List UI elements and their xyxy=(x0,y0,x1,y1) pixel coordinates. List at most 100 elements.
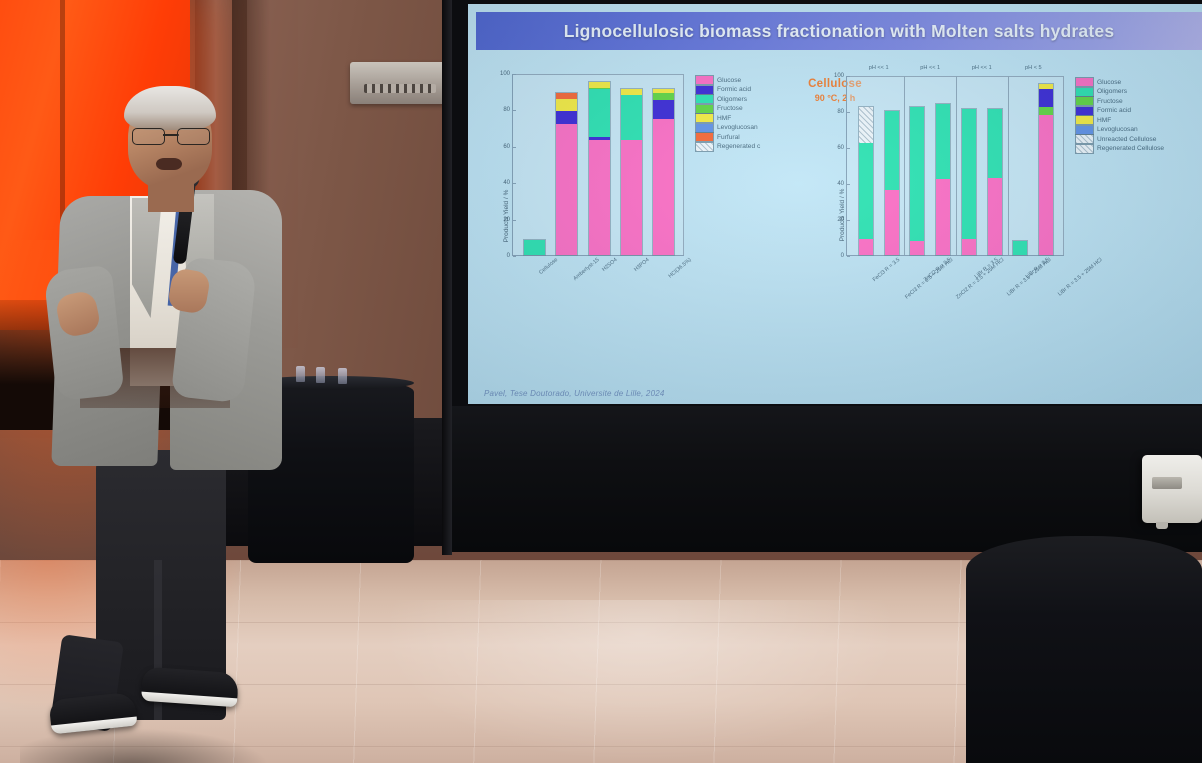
water-bottle xyxy=(316,367,325,383)
speaker-shoe xyxy=(140,666,240,708)
bar-segment-furfural xyxy=(556,93,578,99)
projector-lens xyxy=(1152,477,1182,489)
chart-bar xyxy=(523,239,547,256)
speaker-shadow xyxy=(20,728,270,763)
axis-tick-label: ZnCl2 R = 3.5 xyxy=(923,257,953,284)
legend-label: Formic acid xyxy=(1097,107,1132,114)
axis-tick-label: 0 xyxy=(507,253,517,259)
legend-swatch xyxy=(1075,77,1094,87)
legend-label: Levoglucosan xyxy=(717,124,758,131)
cocktail-table-top xyxy=(248,376,414,390)
chart-bar xyxy=(909,106,926,256)
group-label: pH << 1 xyxy=(868,65,889,71)
legend-item: Levoglucosan xyxy=(695,122,760,133)
legend-swatch xyxy=(1075,124,1094,135)
axis-tick-label: HCl(36.5%) xyxy=(667,257,694,280)
axis-tick-label: ZnCl2 R = 3.5 + 25M HCl xyxy=(955,257,1006,301)
right-chart-legend: Glucose Oligomers Fructose Formic acid HMF Le… xyxy=(1075,77,1164,154)
bar-segment-formic-acid xyxy=(1039,89,1054,108)
bar-segment-oligomers xyxy=(524,240,546,255)
group-label: pH << 1 xyxy=(971,65,992,71)
left-chart-plot-area: 0 20 40 60 80 100 Cellulose Amberlyst-15 H2SO4 H3… xyxy=(500,71,693,282)
bar-segment-glucose xyxy=(1039,114,1054,255)
bar-segment-glucose xyxy=(936,179,951,255)
legend-swatch xyxy=(695,103,714,114)
water-bottle xyxy=(296,366,305,382)
legend-item: Formic acid xyxy=(1075,105,1164,116)
axis-tick-label: LiBr R = 3.5 xyxy=(1025,257,1051,280)
eyeglasses-icon xyxy=(132,128,210,145)
bar-segment-oligomers xyxy=(961,109,976,239)
bar-segment-fructose xyxy=(652,93,674,101)
legend-item: HMF xyxy=(1075,115,1164,125)
bar-segment-oligomers xyxy=(936,103,951,180)
chart-bar xyxy=(619,88,643,256)
legend-swatch xyxy=(695,84,714,95)
legend-item: Formic acid xyxy=(695,84,760,95)
legend-item: Fructose xyxy=(695,103,760,114)
projector xyxy=(1142,455,1202,529)
group-label: pH < 5 xyxy=(1025,65,1042,71)
group-label: pH << 1 xyxy=(920,65,941,71)
group-separator xyxy=(1007,76,1009,255)
legend-item: Fructose xyxy=(1075,96,1164,106)
bar-segment-hmf xyxy=(620,89,642,95)
slide-subtitle-block: Cellulose 90 °C, 2 h xyxy=(468,78,1202,103)
bar-segment-fructose xyxy=(588,87,610,90)
bar-segment-glucose xyxy=(987,177,1002,255)
legend-item: Furfural xyxy=(695,132,760,142)
bar-segment-glucose xyxy=(556,123,578,255)
legend-label: Oligomers xyxy=(717,95,748,103)
axis-tick-label: 80 xyxy=(503,107,516,113)
bar-segment-oligomers xyxy=(620,94,642,141)
chart-bar xyxy=(857,106,874,256)
chart-bar xyxy=(986,108,1003,256)
chart-bar xyxy=(1038,83,1055,256)
legend-swatch xyxy=(1075,96,1094,106)
legend-item: Glucose xyxy=(695,75,760,85)
bar-segment-oligomers xyxy=(910,107,925,241)
legend-label: Fructose xyxy=(1097,97,1123,105)
left-chart-legend: Glucose Formic acid Oligomers Fructose HMF Le… xyxy=(695,75,761,152)
axis-tick-label: H2SO4 xyxy=(601,257,619,273)
bar-segment-oligomers xyxy=(884,111,899,191)
slide-title-bar: Lignocellulosic biomass fractionation wi… xyxy=(476,12,1202,50)
bar-segment-formic-acid xyxy=(556,111,578,124)
bar-segment-glucose xyxy=(652,118,674,255)
legend-label: HMF xyxy=(1097,116,1112,124)
legend-label: Regenerated c xyxy=(717,143,761,150)
legend-label: Unreacted Cellulose xyxy=(1097,135,1157,143)
axis-tick-label: 20 xyxy=(503,217,516,223)
axis-tick-label: FeCl3 R = 3.5 xyxy=(871,257,902,284)
chart-bar xyxy=(587,81,611,256)
legend-swatch xyxy=(1075,134,1094,144)
speaker-hair xyxy=(124,86,216,130)
stage-backdrop xyxy=(450,404,1202,552)
legend-swatch xyxy=(695,141,714,152)
slide-conditions: 90 °C, 2 h xyxy=(814,93,856,103)
bar-segment-fructose xyxy=(1039,107,1054,115)
legend-swatch xyxy=(695,75,714,85)
bar-segment-glucose xyxy=(961,238,976,255)
chart-bar xyxy=(555,92,579,256)
legend-swatch xyxy=(1075,105,1094,116)
bar-segment-hmf xyxy=(588,82,610,88)
bar-segment-oligomers xyxy=(1013,240,1028,255)
right-chart-plot-border xyxy=(847,76,1064,255)
legend-swatch xyxy=(695,122,714,133)
speaker-person xyxy=(20,78,290,763)
bar-segment-oligomers xyxy=(987,109,1002,178)
bar-segment-glucose xyxy=(858,238,873,255)
projector-foot xyxy=(1156,522,1168,529)
bar-segment-glucose xyxy=(884,190,899,255)
bar-segment-formic-acid xyxy=(652,100,674,119)
axis-tick-label: 60 xyxy=(837,145,850,151)
bar-segment-hmf xyxy=(1039,84,1054,90)
ac-vents-icon xyxy=(364,84,436,93)
legend-swatch xyxy=(695,113,714,123)
legend-item: Regenerated c xyxy=(695,141,761,152)
axis-tick-label: 80 xyxy=(837,109,850,115)
bar-segment-hmf xyxy=(556,98,578,112)
floor-reflection xyxy=(380,600,900,763)
